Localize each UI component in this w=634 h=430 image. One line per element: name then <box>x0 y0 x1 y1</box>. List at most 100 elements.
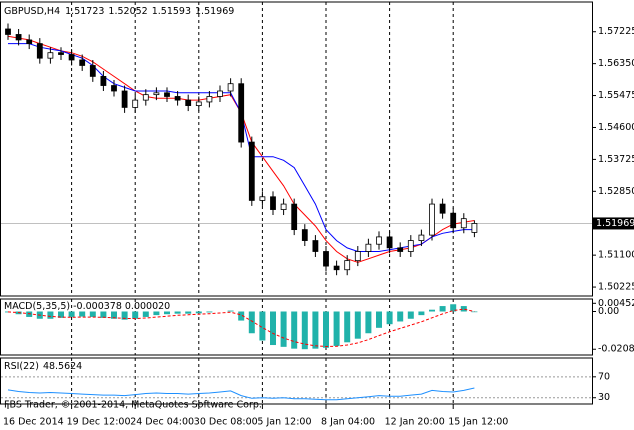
candle-body <box>471 223 478 233</box>
candle-body <box>47 52 54 59</box>
candle-body <box>354 251 361 262</box>
x-tick-label: 15 Jan 12:00 <box>448 417 508 428</box>
candle-body <box>132 99 139 108</box>
x-tick-label: 8 Jan 04:00 <box>321 417 375 428</box>
macd-bar <box>164 311 170 315</box>
candle-body <box>58 52 64 55</box>
candle-body <box>89 65 96 77</box>
candle-body <box>68 54 75 61</box>
candle-body <box>36 43 43 59</box>
candle-body <box>259 196 266 201</box>
macd-bar <box>450 304 457 312</box>
macd-bar <box>206 311 213 313</box>
candle-body <box>376 236 382 245</box>
macd-header: MACD(5,35,5) -0.000378 0.000020 <box>4 301 170 312</box>
macd-bar <box>142 311 149 317</box>
signal-readout: 0.000020 <box>125 301 170 312</box>
macd-bar <box>407 311 414 319</box>
macd-bar <box>47 311 54 319</box>
low-readout: 1.51593 <box>152 6 191 17</box>
macd-bar <box>26 311 33 317</box>
candle-body <box>439 203 446 214</box>
copyright: FBS Trader, © 2001-2014, MetaQuotes Soft… <box>4 400 262 411</box>
x-tick-label: 19 Dec 12:00 <box>67 417 131 428</box>
macd-bar <box>121 311 128 320</box>
macd-bar <box>259 311 266 341</box>
macd-bar <box>323 311 329 348</box>
x-tick-label: 24 Dec 04:00 <box>130 417 194 428</box>
macd-bar <box>248 311 255 334</box>
candle-body <box>333 265 340 271</box>
y-tick-label: 0.00 <box>598 306 619 317</box>
macd-bar <box>376 311 382 328</box>
candle-body <box>121 90 128 108</box>
macd-bar <box>344 311 351 343</box>
chart-header: GBPUSD,H4 1.51723 1.52052 1.51593 1.51969 <box>4 6 234 17</box>
pane-frame <box>0 298 593 356</box>
macd-bar <box>227 310 234 312</box>
rsi-line <box>7 387 475 401</box>
macd-bar <box>460 306 467 312</box>
macd-bar <box>386 311 393 325</box>
candle-body <box>227 83 234 92</box>
macd-bar <box>153 311 160 316</box>
candle-body <box>450 212 457 229</box>
candle-body <box>429 203 435 236</box>
pane-frame <box>0 1 593 297</box>
y-tick-label: 0.004528 <box>598 298 634 309</box>
macd-bar <box>312 311 319 349</box>
open-readout: 1.51723 <box>65 6 104 17</box>
candle-body <box>26 39 33 44</box>
candle-body <box>153 92 160 96</box>
symbol: GBPUSD,H4 <box>4 6 60 17</box>
candle-body <box>111 85 117 92</box>
candle-body <box>397 247 404 252</box>
candle-body <box>323 251 329 267</box>
candle-body <box>365 243 372 252</box>
macd-bar <box>238 311 245 321</box>
y-tick-label: 1.54600 <box>598 122 634 133</box>
candle-body <box>344 260 351 271</box>
current-price-label: 1.51969 <box>596 218 634 229</box>
macd-bar <box>132 311 139 319</box>
x-tick-label: 5 Jan 12:00 <box>257 417 311 428</box>
macd-bar <box>100 311 107 318</box>
rsi-title: RSI(22) <box>4 361 39 372</box>
y-tick-label: 70 <box>598 371 610 382</box>
y-tick-label: 30 <box>598 392 610 403</box>
x-tick-label: 16 Dec 2014 <box>3 417 64 428</box>
macd-bar <box>58 311 64 318</box>
macd-readout: -0.000378 <box>73 301 122 312</box>
macd-bar <box>79 311 86 317</box>
pane-frame <box>0 357 593 405</box>
macd-bar <box>89 311 96 317</box>
candle-body <box>248 141 255 201</box>
candle-body <box>100 76 107 86</box>
macd-bar <box>270 311 276 346</box>
macd-bar <box>68 311 75 317</box>
candle-body <box>312 240 319 252</box>
macd-bar <box>195 311 202 314</box>
macd-bar <box>301 311 308 350</box>
macd-bar <box>111 311 117 319</box>
candle-body <box>174 96 181 101</box>
macd-bar <box>418 311 425 316</box>
macd-bar <box>471 311 478 313</box>
macd-bar <box>354 311 361 339</box>
candle-body <box>460 218 467 229</box>
rsi-header: RSI(22) 48.5624 <box>4 361 82 372</box>
y-tick-label: 1.53725 <box>598 154 634 165</box>
candle-body <box>386 236 393 249</box>
price-label-box <box>593 217 634 230</box>
rsi-readout: 48.5624 <box>43 361 82 372</box>
macd-bar <box>365 311 372 334</box>
y-tick-label: 1.52850 <box>598 186 634 197</box>
x-tick-label: 12 Jan 20:00 <box>385 417 445 428</box>
candle-body <box>270 196 276 210</box>
candle-body <box>195 101 202 106</box>
candle-body <box>301 229 308 241</box>
candle-body <box>164 92 170 97</box>
macd-title: MACD(5,35,5) <box>4 301 70 312</box>
